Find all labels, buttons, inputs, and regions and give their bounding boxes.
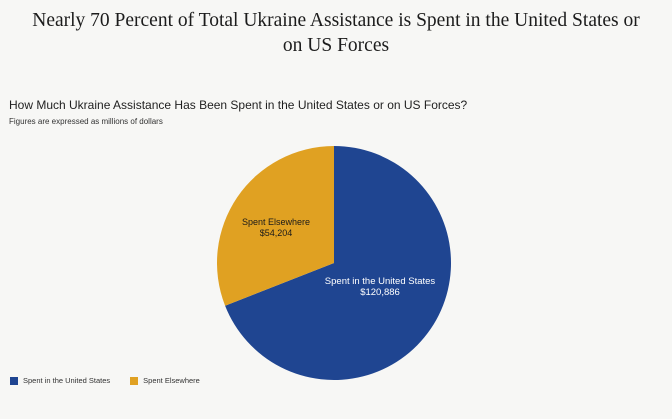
headline-line-2: on US Forces <box>282 35 390 56</box>
legend-swatch-elsewhere <box>130 376 139 385</box>
chart-legend: Spent in the United States Spent Elsewhe… <box>10 376 220 385</box>
pie-slice-elsewhere <box>217 146 334 306</box>
page-headline: Nearly 70 Percent of Total Ukraine Assis… <box>0 8 672 58</box>
slice-label-value-1: $54,204 <box>260 228 293 238</box>
slice-label-name-1: Spent Elsewhere <box>242 217 310 227</box>
slice-label-value-0: $120,886 <box>360 287 400 298</box>
chart-subtitle: Figures are expressed as millions of dol… <box>9 117 163 126</box>
slice-label-name-0: Spent in the United States <box>325 276 436 287</box>
headline-line-1: Nearly 70 Percent of Total Ukraine Assis… <box>32 10 640 31</box>
chart-title: How Much Ukraine Assistance Has Been Spe… <box>9 98 468 112</box>
pie-slice-united-states <box>225 146 452 380</box>
legend-label-united-states: Spent in the United States <box>23 376 111 385</box>
legend-label-elsewhere: Spent Elsewhere <box>143 376 200 385</box>
legend-item-united-states: Spent in the United States <box>10 376 110 385</box>
legend-item-elsewhere: Spent Elsewhere <box>130 376 200 385</box>
legend-swatch-united-states <box>10 376 18 385</box>
